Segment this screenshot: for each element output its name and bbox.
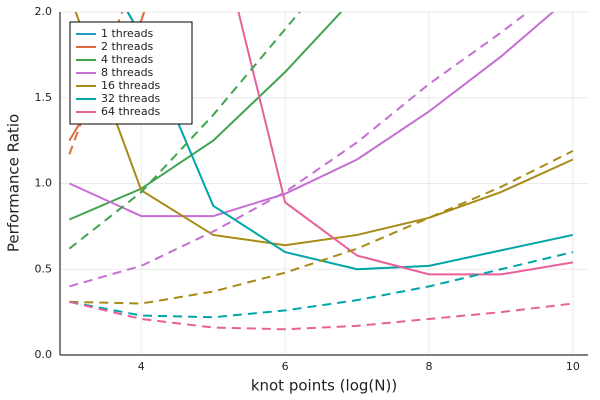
y-tick-label: 0.5 [35, 262, 53, 275]
x-tick-label: 6 [282, 360, 289, 373]
y-tick-label: 0.0 [35, 348, 53, 361]
series-line [68, 12, 343, 221]
legend-label: 64 threads [101, 105, 161, 118]
legend-label: 4 threads [101, 53, 154, 66]
y-tick-label: 1.5 [35, 91, 53, 104]
legend-label: 1 threads [101, 27, 154, 40]
dashed-line [68, 12, 301, 250]
dashed-line [69, 300, 574, 331]
series-line [68, 12, 555, 218]
x-tick-label: 10 [566, 360, 580, 373]
dashed-line [69, 251, 574, 319]
x-tick-label: 8 [426, 360, 433, 373]
x-tick-label: 4 [138, 360, 145, 373]
series-line [74, 12, 574, 247]
legend-label: 16 threads [101, 79, 161, 92]
plot-area [68, 12, 574, 331]
y-tick-label: 1.0 [35, 177, 53, 190]
dashed-line [69, 150, 574, 305]
y-tick-label: 2.0 [35, 5, 53, 18]
y-axis-label: Performance Ratio [5, 114, 23, 252]
legend-label: 8 threads [101, 66, 154, 79]
series-line [237, 12, 574, 276]
x-axis-label: knot points (log(N)) [251, 377, 397, 395]
legend-label: 2 threads [101, 40, 154, 53]
legend-label: 32 threads [101, 92, 161, 105]
